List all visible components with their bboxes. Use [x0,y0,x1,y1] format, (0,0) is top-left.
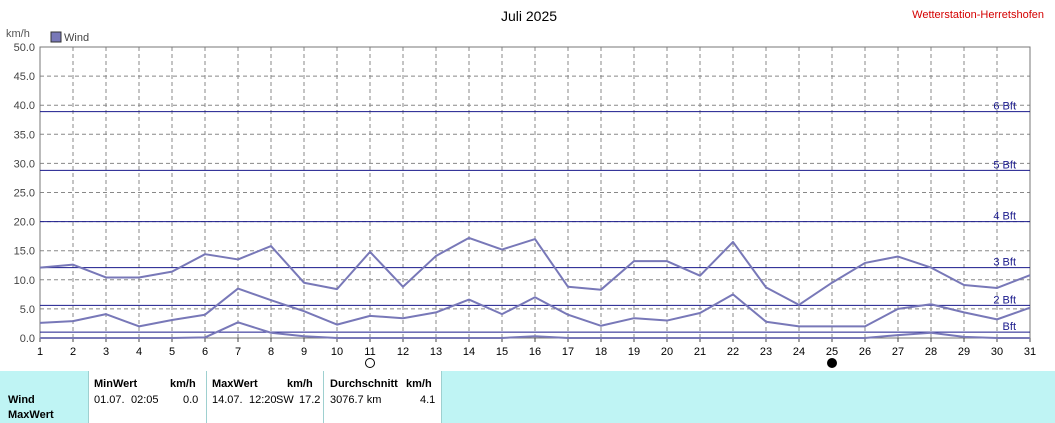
x-tick-label: 24 [793,346,805,358]
stats-panel: Wind MaxWert MinWert km/h 01.07. 02:05 0… [0,371,1055,423]
y-tick-label: 20.0 [14,217,35,229]
plot-area: 0.0 5.0 10.0 15.0 20.0 25.0 30.0 35.0 40.0 45.0 50… [14,42,1036,368]
stats-values-box [88,371,441,423]
x-tick-label: 9 [301,346,307,358]
x-tick-label: 3 [103,346,109,358]
max-value: 17.2 [299,394,321,406]
x-tick-label: 26 [859,346,871,358]
x-tick-label: 2 [70,346,76,358]
x-tick-label: 22 [727,346,739,358]
beaufort-label: 2 Bft [993,294,1016,306]
x-tick-label: 13 [430,346,442,358]
x-tick-label: 15 [496,346,508,358]
x-tick-label: 5 [169,346,175,358]
y-tick-label: 35.0 [14,129,35,141]
beaufort-label: 5 Bft [993,159,1016,171]
min-time: 02:05 [131,394,159,406]
max-unit: km/h [287,378,313,390]
legend-swatch [50,31,62,43]
avg-distance: 3076.7 km [330,394,382,406]
stats-divider [441,371,442,423]
stats-divider [88,371,89,423]
beaufort-label: 4 Bft [993,211,1016,223]
x-tick-label: 28 [925,346,937,358]
y-tick-label: 45.0 [14,71,35,83]
x-tick-label: 1 [37,346,43,358]
y-tick-label: 50.0 [14,42,35,54]
chart-title: Juli 2025 [501,8,557,24]
row-label-maxwert: MaxWert [8,409,54,421]
y-tick-label: 10.0 [14,275,35,287]
y-tick-label: 5.0 [20,304,35,316]
x-tick-label: 8 [268,346,274,358]
x-tick-label: 19 [628,346,640,358]
min-unit: km/h [170,378,196,390]
y-tick-label: 25.0 [14,188,35,200]
min-header: MinWert [94,378,138,390]
x-tick-label: 17 [562,346,574,358]
y-axis-unit: km/h [6,28,30,40]
x-tick-label: 31 [1024,346,1036,358]
stats-divider [206,371,207,423]
y-tick-label: 40.0 [14,100,35,112]
x-tick-label: 21 [694,346,706,358]
y-tick-label: 15.0 [14,246,35,258]
station-name: Wetterstation-Herretshofen [912,9,1044,21]
x-tick-label: 20 [661,346,673,358]
x-tick-label: 7 [235,346,241,358]
series-line-max [39,236,1031,306]
x-tick-label: 18 [595,346,607,358]
x-tick-label: 16 [529,346,541,358]
max-time: 12:20 [249,394,277,406]
min-value: 0.0 [183,394,199,406]
max-date: 14.07. [212,394,243,406]
max-direction: SW [276,394,294,406]
moon-new-icon [827,358,837,368]
x-tick-label: 12 [397,346,409,358]
max-header: MaxWert [212,378,258,390]
x-tick-label: 30 [991,346,1003,358]
x-tick-label: 11 [364,346,375,358]
min-date: 01.07. [94,394,125,406]
beaufort-label: Bft [1003,321,1016,333]
avg-header: Durchschnitt [330,378,398,390]
y-tick-label: 0.0 [20,333,35,345]
x-tick-label: 4 [136,346,142,358]
series-line-avg [39,287,1031,328]
beaufort-label: 3 Bft [993,257,1016,269]
moon-full-icon [365,358,375,368]
x-tick-label: 29 [958,346,970,358]
wind-chart: Juli 2025 Wetterstation-Herretshofen km/… [6,8,1044,368]
x-tick-label: 23 [760,346,772,358]
stats-divider [323,371,324,423]
beaufort-label: 6 Bft [993,101,1016,113]
legend-label: Wind [64,32,89,44]
x-tick-label: 25 [826,346,838,358]
row-label-wind: Wind [8,394,35,406]
avg-unit: km/h [406,378,432,390]
x-tick-label: 27 [892,346,904,358]
x-tick-label: 10 [331,346,343,358]
x-tick-label: 6 [202,346,208,358]
x-tick-label: 14 [463,346,475,358]
avg-value: 4.1 [420,394,436,406]
series-line-min [40,321,1030,339]
y-tick-label: 30.0 [14,158,35,170]
